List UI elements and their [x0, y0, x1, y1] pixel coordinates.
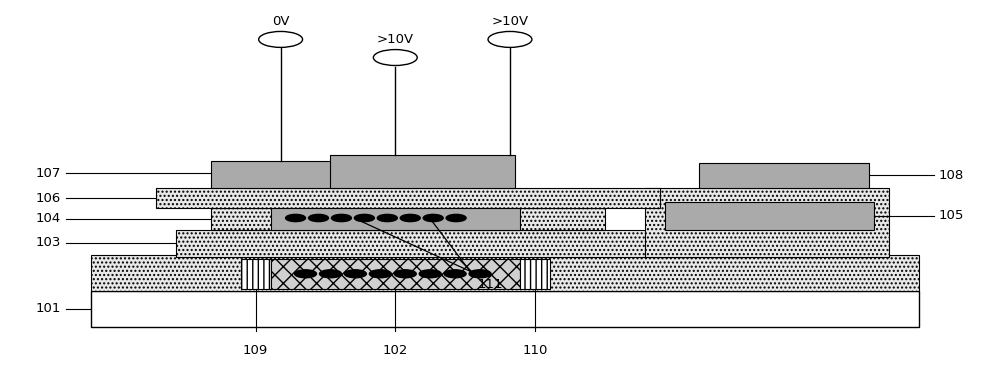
- Circle shape: [373, 50, 417, 65]
- Text: 0V: 0V: [272, 15, 289, 28]
- Bar: [176, 230, 819, 257]
- Bar: [241, 258, 271, 289]
- Bar: [91, 255, 919, 291]
- Circle shape: [444, 270, 466, 278]
- Bar: [520, 258, 550, 289]
- Circle shape: [309, 214, 328, 222]
- Text: 108: 108: [939, 169, 964, 182]
- Bar: [665, 203, 874, 230]
- Circle shape: [286, 214, 306, 222]
- Text: >10V: >10V: [491, 15, 529, 28]
- Circle shape: [377, 214, 397, 222]
- Bar: [699, 162, 869, 188]
- Circle shape: [400, 214, 420, 222]
- Text: 106: 106: [36, 192, 61, 204]
- Bar: [156, 188, 660, 208]
- Bar: [211, 161, 340, 188]
- Text: 111: 111: [477, 278, 503, 292]
- Bar: [271, 258, 520, 289]
- Bar: [211, 208, 605, 230]
- Text: 109: 109: [243, 344, 268, 357]
- Circle shape: [259, 31, 303, 47]
- Text: 105: 105: [939, 209, 964, 222]
- Text: 107: 107: [36, 167, 61, 180]
- Circle shape: [320, 270, 341, 278]
- Text: 103: 103: [36, 237, 61, 250]
- Circle shape: [446, 214, 466, 222]
- Text: 104: 104: [36, 212, 61, 225]
- Bar: [91, 291, 919, 327]
- Text: >10V: >10V: [377, 33, 414, 46]
- Circle shape: [488, 31, 532, 47]
- Circle shape: [394, 270, 416, 278]
- Circle shape: [419, 270, 441, 278]
- Circle shape: [344, 270, 366, 278]
- Circle shape: [295, 270, 317, 278]
- Bar: [271, 208, 520, 230]
- Bar: [330, 155, 515, 188]
- Text: 110: 110: [522, 344, 548, 357]
- Bar: [645, 188, 889, 257]
- Circle shape: [369, 270, 391, 278]
- Text: 102: 102: [383, 344, 408, 357]
- Text: 101: 101: [36, 302, 61, 315]
- Circle shape: [354, 214, 374, 222]
- Circle shape: [469, 270, 491, 278]
- Circle shape: [331, 214, 351, 222]
- Circle shape: [423, 214, 443, 222]
